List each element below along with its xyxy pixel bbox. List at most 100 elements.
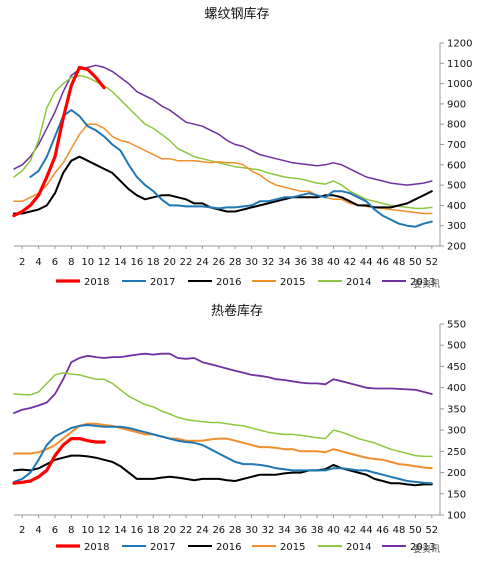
x-tick-label: 28 bbox=[229, 525, 242, 536]
series-line-2014 bbox=[13, 372, 433, 458]
x-tick-label: 52 bbox=[425, 257, 438, 268]
x-tick-label: 20 bbox=[163, 257, 176, 268]
y-tick-label: 500 bbox=[447, 181, 466, 192]
y-tick-label: 350 bbox=[447, 404, 466, 415]
x-tick-label: 30 bbox=[245, 257, 258, 268]
series-line-2013 bbox=[13, 352, 433, 415]
x-tick-label: 8 bbox=[68, 257, 74, 268]
x-tick-label: 32 bbox=[262, 257, 275, 268]
x-tick-label: 6 bbox=[52, 525, 58, 536]
x-tick-label: 2 bbox=[19, 257, 25, 268]
y-tick-label: 300 bbox=[447, 221, 466, 232]
x-tick-label: 32 bbox=[262, 525, 275, 536]
x-tick-label: 26 bbox=[212, 525, 225, 536]
y-tick-label: 900 bbox=[447, 99, 466, 110]
x-tick-label: 12 bbox=[98, 257, 111, 268]
y-tick-label: 1200 bbox=[447, 39, 472, 50]
x-tick-label: 24 bbox=[196, 525, 209, 536]
y-tick-label: 550 bbox=[447, 320, 466, 331]
legend-label-2013: 2013 bbox=[410, 277, 435, 288]
y-tick-label: 450 bbox=[447, 362, 466, 373]
x-tick-label: 34 bbox=[278, 525, 291, 536]
x-tick-label: 46 bbox=[376, 525, 389, 536]
x-tick-label: 46 bbox=[376, 257, 389, 268]
legend-label-2017: 2017 bbox=[150, 277, 175, 288]
legend-label-2014: 2014 bbox=[346, 277, 371, 288]
y-tick-label: 300 bbox=[447, 426, 466, 437]
x-tick-label: 12 bbox=[98, 525, 111, 536]
series-line-2016 bbox=[13, 155, 433, 215]
legend-label-2015: 2015 bbox=[280, 277, 305, 288]
x-tick-label: 38 bbox=[311, 525, 324, 536]
x-tick-label: 14 bbox=[114, 525, 127, 536]
x-tick-label: 50 bbox=[409, 525, 422, 536]
y-tick-label: 100 bbox=[447, 511, 466, 522]
x-tick-label: 42 bbox=[344, 525, 357, 536]
y-tick-label: 600 bbox=[447, 160, 466, 171]
x-tick-label: 2 bbox=[19, 525, 25, 536]
legend-label-2014: 2014 bbox=[346, 542, 371, 553]
x-tick-label: 8 bbox=[68, 525, 74, 536]
legend-label-2016: 2016 bbox=[216, 542, 241, 553]
series-line-2017 bbox=[29, 109, 433, 228]
y-tick-label: 800 bbox=[447, 120, 466, 131]
y-tick-label: 1000 bbox=[447, 79, 472, 90]
x-tick-label: 38 bbox=[311, 257, 324, 268]
chart-title: 螺纹钢库存 bbox=[204, 6, 269, 22]
x-tick-label: 44 bbox=[360, 525, 373, 536]
rebar-inventory-chart: 螺纹钢库存 200 300 400 500 600 700 800 900 1000 1100 120… bbox=[12, 6, 472, 290]
x-tick-label: 30 bbox=[245, 525, 258, 536]
x-tick-label: 16 bbox=[131, 525, 144, 536]
x-tick-label: 6 bbox=[52, 257, 58, 268]
y-tick-label: 700 bbox=[447, 140, 466, 151]
x-tick-label: 18 bbox=[147, 257, 160, 268]
watermark-text: 要资讯 bbox=[413, 279, 440, 290]
series-line-2018 bbox=[12, 65, 106, 218]
series-line-2014 bbox=[13, 74, 433, 210]
legend-label-2018: 2018 bbox=[84, 542, 109, 553]
x-tick-label: 40 bbox=[327, 257, 340, 268]
y-tick-label: 1100 bbox=[447, 59, 472, 70]
x-tick-label: 4 bbox=[35, 257, 41, 268]
x-tick-label: 28 bbox=[229, 257, 242, 268]
x-tick-label: 48 bbox=[393, 525, 406, 536]
y-tick-label: 200 bbox=[447, 468, 466, 479]
legend-label-2015: 2015 bbox=[280, 542, 305, 553]
watermark-text: 要资讯 bbox=[413, 544, 440, 555]
x-tick-label: 10 bbox=[81, 257, 94, 268]
legend-label-2016: 2016 bbox=[216, 277, 241, 288]
y-tick-label: 400 bbox=[447, 383, 466, 394]
x-tick-label: 18 bbox=[147, 525, 160, 536]
y-tick-label: 400 bbox=[447, 201, 466, 212]
x-tick-label: 14 bbox=[114, 257, 127, 268]
x-tick-label: 22 bbox=[180, 525, 193, 536]
y-tick-label: 500 bbox=[447, 341, 466, 352]
x-tick-label: 4 bbox=[35, 525, 41, 536]
x-tick-label: 10 bbox=[81, 525, 94, 536]
series-line-2017 bbox=[13, 424, 433, 485]
x-tick-label: 20 bbox=[163, 525, 176, 536]
x-tick-label: 36 bbox=[294, 525, 307, 536]
x-tick-label: 36 bbox=[294, 257, 307, 268]
series-line-2013 bbox=[13, 64, 433, 186]
series-line-2018 bbox=[12, 437, 106, 485]
y-tick-label: 250 bbox=[447, 447, 466, 458]
x-tick-label: 48 bbox=[393, 257, 406, 268]
legend-label-2018: 2018 bbox=[84, 277, 109, 288]
x-tick-label: 44 bbox=[360, 257, 373, 268]
x-tick-label: 40 bbox=[327, 525, 340, 536]
x-tick-label: 16 bbox=[131, 257, 144, 268]
x-tick-label: 34 bbox=[278, 257, 291, 268]
legend-label-2017: 2017 bbox=[150, 542, 175, 553]
x-tick-label: 26 bbox=[212, 257, 225, 268]
x-tick-label: 50 bbox=[409, 257, 422, 268]
series-line-2015 bbox=[13, 422, 433, 470]
x-tick-label: 24 bbox=[196, 257, 209, 268]
x-tick-label: 52 bbox=[425, 525, 438, 536]
x-tick-label: 42 bbox=[344, 257, 357, 268]
chart-title: 热卷库存 bbox=[211, 303, 263, 319]
x-tick-label: 22 bbox=[180, 257, 193, 268]
